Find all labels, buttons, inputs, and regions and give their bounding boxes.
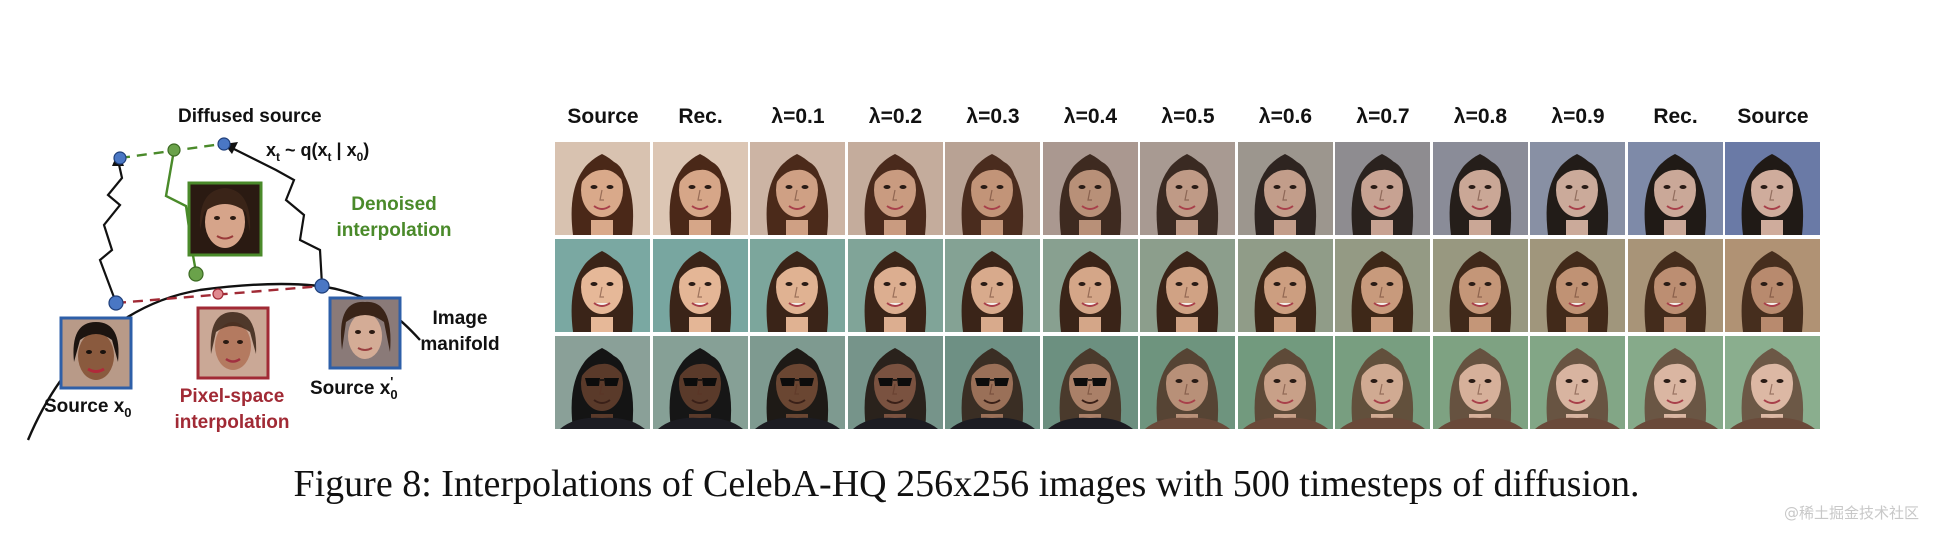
face-image [1530, 142, 1625, 235]
diffused-source-label: Diffused source [178, 106, 322, 127]
face-image [652, 336, 748, 429]
diffusion-path-left [98, 159, 124, 301]
face-image [1335, 239, 1430, 332]
column-header: λ=0.4 [1063, 105, 1118, 128]
column-header: λ=0.3 [966, 105, 1020, 128]
diffused-point-left [113, 151, 127, 165]
image-manifold-label-2: manifold [420, 334, 499, 355]
face-image [1627, 239, 1723, 332]
column-header: λ=0.7 [1356, 105, 1410, 128]
column-header: Rec. [1653, 105, 1698, 128]
denoise-path [164, 149, 198, 273]
face-image [1237, 336, 1333, 429]
pixel-space-label-2: interpolation [174, 412, 289, 433]
face-image [652, 239, 748, 332]
face-image [1140, 336, 1235, 429]
column-header: Source [1737, 105, 1809, 128]
pixel-space-label-1: Pixel-space [180, 386, 285, 407]
grid-header-row: Source Rec. λ=0.1 λ=0.2 λ=0.3 λ=0.4 λ=0.5 λ=0.6… [555, 100, 1825, 140]
face-image [1432, 239, 1528, 332]
column-header: λ=0.9 [1551, 105, 1605, 128]
column-header: λ=0.5 [1161, 105, 1215, 128]
face-image [1140, 142, 1235, 235]
face-image [1140, 239, 1235, 332]
figure-label: Figure 8: [293, 463, 432, 505]
face-image [1432, 142, 1528, 235]
face-image [1432, 336, 1528, 429]
face-image [1725, 336, 1820, 429]
face-image [847, 336, 943, 429]
column-header: λ=0.6 [1258, 105, 1313, 128]
diffusion-path-right [231, 147, 324, 286]
source-x0-point [108, 295, 124, 311]
denoised-thumbnail [187, 181, 263, 257]
face-image [555, 336, 650, 429]
face-image [555, 142, 650, 235]
diffused-interp-point [167, 143, 181, 157]
face-image [1530, 239, 1625, 332]
face-image [1335, 142, 1430, 235]
face-image [652, 142, 748, 235]
xt-distribution-label: xt ~ q(xt | x0) [266, 140, 369, 164]
face-image [945, 239, 1040, 332]
face-image [1725, 239, 1820, 332]
face-image [1530, 336, 1625, 429]
face-image [750, 336, 845, 429]
face-image [1042, 239, 1138, 332]
column-header: Rec. [678, 105, 723, 128]
image-manifold-label-1: Image [433, 308, 488, 329]
column-header: Source [567, 105, 639, 128]
face-image [1335, 336, 1430, 429]
face-image [945, 142, 1040, 235]
watermark: @稀土掘金技术社区 [1783, 504, 1919, 522]
source-x0-label: Source x0 [44, 396, 132, 420]
source-x0p-point [314, 278, 330, 294]
face-image [1627, 142, 1723, 235]
face-image [847, 239, 943, 332]
pixel-interp-point [212, 288, 224, 300]
face-image [750, 142, 845, 235]
face-image [1237, 239, 1333, 332]
face-image [1042, 336, 1138, 429]
interpolation-grid: Source Rec. λ=0.1 λ=0.2 λ=0.3 λ=0.4 λ=0.5 λ=0.6… [555, 100, 1825, 440]
denoised-interp-label-1: Denoised [351, 194, 437, 215]
denoised-point [188, 266, 204, 282]
pixel-space-thumbnail [196, 306, 270, 380]
interpolation-diagram: Diffused source xt ~ q(xt | x0) Denoised… [26, 106, 500, 441]
face-image [1237, 142, 1333, 235]
column-header: λ=0.2 [868, 105, 923, 128]
face-image [750, 239, 845, 332]
source-x0-thumbnail [59, 316, 133, 390]
face-image [945, 336, 1040, 429]
diffused-point-right [217, 137, 231, 151]
source-x0-prime-label: Source x' 0 [310, 374, 398, 402]
column-header: λ=0.1 [771, 105, 825, 128]
column-header: λ=0.8 [1453, 105, 1508, 128]
source-x0-prime-thumbnail [328, 296, 402, 370]
figure-caption: Figure 8: Interpolations of CelebA-HQ 25… [0, 462, 1933, 506]
face-image [847, 142, 943, 235]
denoised-interp-label-2: interpolation [336, 220, 451, 241]
face-image [1627, 336, 1723, 429]
face-image [1042, 142, 1138, 235]
figure-caption-text: Interpolations of CelebA-HQ 256x256 imag… [441, 463, 1640, 505]
face-image [555, 239, 650, 332]
face-image [1725, 142, 1820, 235]
